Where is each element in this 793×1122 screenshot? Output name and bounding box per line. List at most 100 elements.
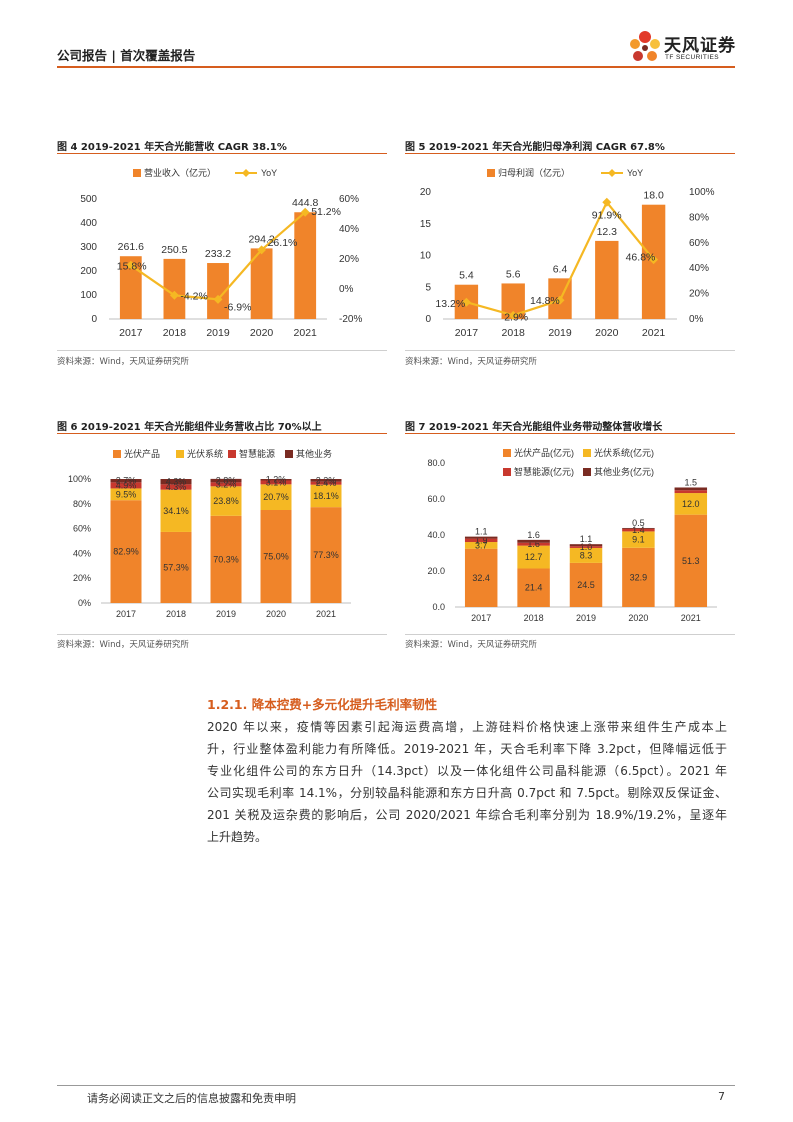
- y-tick-label: 5: [425, 282, 431, 293]
- figure-5-top-rule: [405, 153, 735, 154]
- figure-4-top-rule: [57, 153, 387, 154]
- y-tick-label: 400: [80, 218, 97, 229]
- x-tick-label: 2021: [294, 327, 318, 339]
- header-divider: [57, 66, 735, 68]
- segment-data-label: 20.7%: [263, 492, 289, 502]
- figure-4-chart: 营业收入（亿元） YoY 0 100 200 300 400 500 -20% 0% 20% 40% 6…: [80, 167, 362, 339]
- y-tick-label: 20%: [73, 573, 91, 583]
- bar-data-label: 294.2: [248, 233, 274, 245]
- figure-6-bottom-rule: [57, 634, 387, 635]
- segment-data-label: 77.3%: [313, 550, 339, 560]
- figure-4-title: 图 4 2019-2021 年天合光能营收 CAGR 38.1%: [57, 142, 287, 153]
- segment-data-label: 2.7%: [116, 476, 137, 486]
- y-tick-label: 100%: [68, 474, 91, 484]
- bar: [595, 240, 619, 319]
- stacked-bar-segment: [110, 500, 142, 603]
- legend-yoy-label: YoY: [261, 168, 277, 178]
- paragraph-line: 专业化组件公司的东方日升（14.3pct）以及一体化组件公司晶科能源（6.5pc…: [207, 764, 727, 778]
- yoy-point: [169, 290, 179, 300]
- figure-7-top-rule: [405, 433, 735, 434]
- bar: [501, 283, 525, 319]
- segment-data-label: 4.9%: [116, 480, 137, 490]
- x-tick-label: 2020: [595, 327, 619, 339]
- stacked-bar-segment: [160, 479, 192, 485]
- yoy-data-label: 14.8%: [530, 295, 560, 307]
- x-tick-label: 2019: [576, 613, 596, 623]
- segment-data-label: 9.1: [632, 535, 645, 545]
- segment-data-label: 1.9: [475, 535, 488, 545]
- x-tick-label: 2019: [206, 327, 230, 339]
- y2-tick-label: 20%: [689, 289, 709, 300]
- stacked-bar-segment: [160, 531, 192, 603]
- stacked-bar-segment: [674, 514, 708, 607]
- x-tick-label: 2019: [216, 609, 236, 619]
- y-tick-label: 20.0: [427, 566, 445, 576]
- x-tick-label: 2017: [119, 327, 143, 339]
- stacked-bar-segment: [160, 489, 192, 532]
- stacked-bar-segment: [260, 510, 292, 603]
- footer-divider: [57, 1085, 735, 1086]
- bar-data-label: 5.4: [459, 270, 474, 282]
- y2-tick-label: 80%: [689, 212, 709, 223]
- segment-data-label: 8.3: [580, 550, 593, 560]
- bar-data-label: 444.8: [292, 197, 318, 209]
- segment-data-label: 57.3%: [163, 562, 189, 572]
- figure-7-chart: 光伏产品(亿元) 光伏系统(亿元) 智慧能源(亿元) 其他业务(亿元) 0.0 20.0 4…: [427, 447, 717, 623]
- yoy-point: [649, 255, 659, 265]
- segment-data-label: 1.0: [580, 542, 593, 552]
- legend-item-label: 光伏系统: [187, 448, 223, 459]
- x-tick-label: 2018: [502, 327, 526, 339]
- segment-data-label: 9.5%: [116, 489, 137, 499]
- stacked-bar-segment: [110, 482, 142, 489]
- legend-bars-swatch: [487, 169, 495, 177]
- segment-data-label: 3.1%: [266, 477, 287, 487]
- yoy-point: [300, 207, 310, 217]
- legend-item-swatch: [503, 449, 511, 457]
- segment-data-label: 2.2%: [316, 475, 337, 485]
- stacked-bar-segment: [674, 490, 708, 494]
- bar: [250, 248, 273, 319]
- bar-data-label: 261.6: [118, 241, 144, 253]
- y-tick-label: 15: [420, 219, 432, 230]
- x-tick-label: 2021: [681, 613, 701, 623]
- x-tick-label: 2018: [524, 613, 544, 623]
- x-tick-label: 2019: [548, 327, 572, 339]
- stacked-bar-segment: [310, 484, 342, 508]
- bar: [163, 258, 186, 319]
- stacked-bar-segment: [622, 527, 655, 529]
- figure-5-title: 图 5 2019-2021 年天合光能归母净利润 CAGR 67.8%: [405, 142, 665, 153]
- legend-yoy-marker: [242, 169, 250, 177]
- bar-data-label: 12.3: [597, 226, 618, 238]
- segment-data-label: 32.4: [472, 573, 490, 583]
- logo-name: 天风证券: [664, 36, 736, 56]
- yoy-point: [508, 310, 518, 320]
- stacked-bar-segment: [210, 482, 242, 487]
- bar-data-label: 6.4: [553, 263, 568, 275]
- stacked-bar-segment: [260, 479, 292, 481]
- segment-data-label: 23.8%: [213, 496, 239, 506]
- y-tick-label: 100: [80, 290, 97, 301]
- legend-item-swatch: [285, 450, 293, 458]
- figure-5-chart: 归母利润（亿元） YoY 0 5 10 15 20 0% 20% 40% 60% 80% 100% 5.4…: [420, 167, 715, 339]
- y-tick-label: 0: [425, 314, 431, 325]
- segment-data-label: 2.4%: [316, 478, 337, 488]
- x-tick-label: 2020: [628, 613, 648, 623]
- yoy-data-label: 2.9%: [504, 311, 528, 323]
- stacked-bar-segment: [110, 488, 142, 501]
- legend-item-label: 光伏系统(亿元): [594, 447, 654, 458]
- stacked-bar-segment: [310, 507, 342, 603]
- segment-data-label: 1.6: [527, 539, 540, 549]
- stacked-bar-segment: [622, 528, 655, 532]
- footer-disclaimer: 请务必阅读正文之后的信息披露和免责申明: [87, 1092, 296, 1105]
- yoy-data-label: 46.8%: [626, 252, 656, 264]
- y-tick-label: 20: [420, 187, 432, 198]
- yoy-point: [555, 295, 565, 305]
- segment-data-label: 24.5: [577, 580, 595, 590]
- segment-data-label: 18.1%: [313, 491, 339, 501]
- legend-item-label: 其他业务: [296, 448, 332, 459]
- x-tick-label: 2021: [316, 609, 336, 619]
- stacked-bar-segment: [674, 493, 708, 515]
- bar-data-label: 250.5: [161, 244, 187, 256]
- stacked-bar-segment: [310, 481, 342, 485]
- figure-7-title: 图 7 2019-2021 年天合光能组件业务带动整体营收增长: [405, 422, 663, 433]
